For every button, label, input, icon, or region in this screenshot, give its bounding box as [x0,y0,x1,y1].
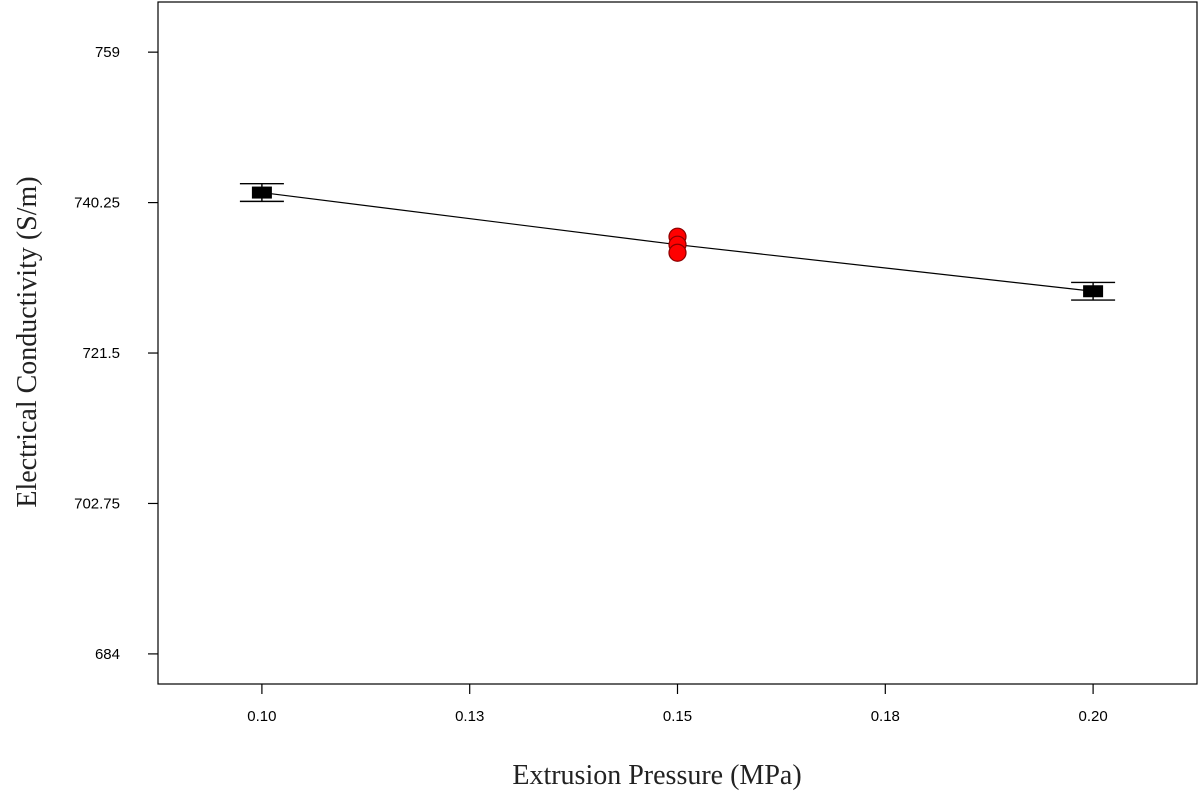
x-axis-title: Extrusion Pressure (MPa) [512,760,801,791]
y-axis: 684 702.75 721.5 740.25 759 [74,44,158,663]
y-axis-title: Electrical Conductivity (S/m) [12,176,43,507]
plot-frame [157,1,1198,685]
y-tick-label: 759 [95,44,120,61]
design-point [668,243,687,262]
y-tick-label: 684 [95,646,120,663]
x-tick-label: 0.20 [1078,708,1107,725]
x-tick-label: 0.13 [455,708,484,725]
data-point-square [251,186,272,199]
x-tick-label: 0.10 [247,708,276,725]
error-bar [239,183,284,203]
x-tick-label: 0.15 [663,708,692,725]
x-axis: 0.10 0.13 0.15 0.18 0.20 [247,684,1108,725]
data-point-square [1083,285,1104,298]
markers-layer [239,183,1116,301]
plot-border [157,1,1198,685]
y-tick-label: 740.25 [74,195,120,212]
x-tick-label: 0.18 [871,708,900,725]
error-bar [1071,281,1116,301]
y-tick-label: 702.75 [74,495,120,512]
y-tick-label: 721.5 [82,345,120,362]
